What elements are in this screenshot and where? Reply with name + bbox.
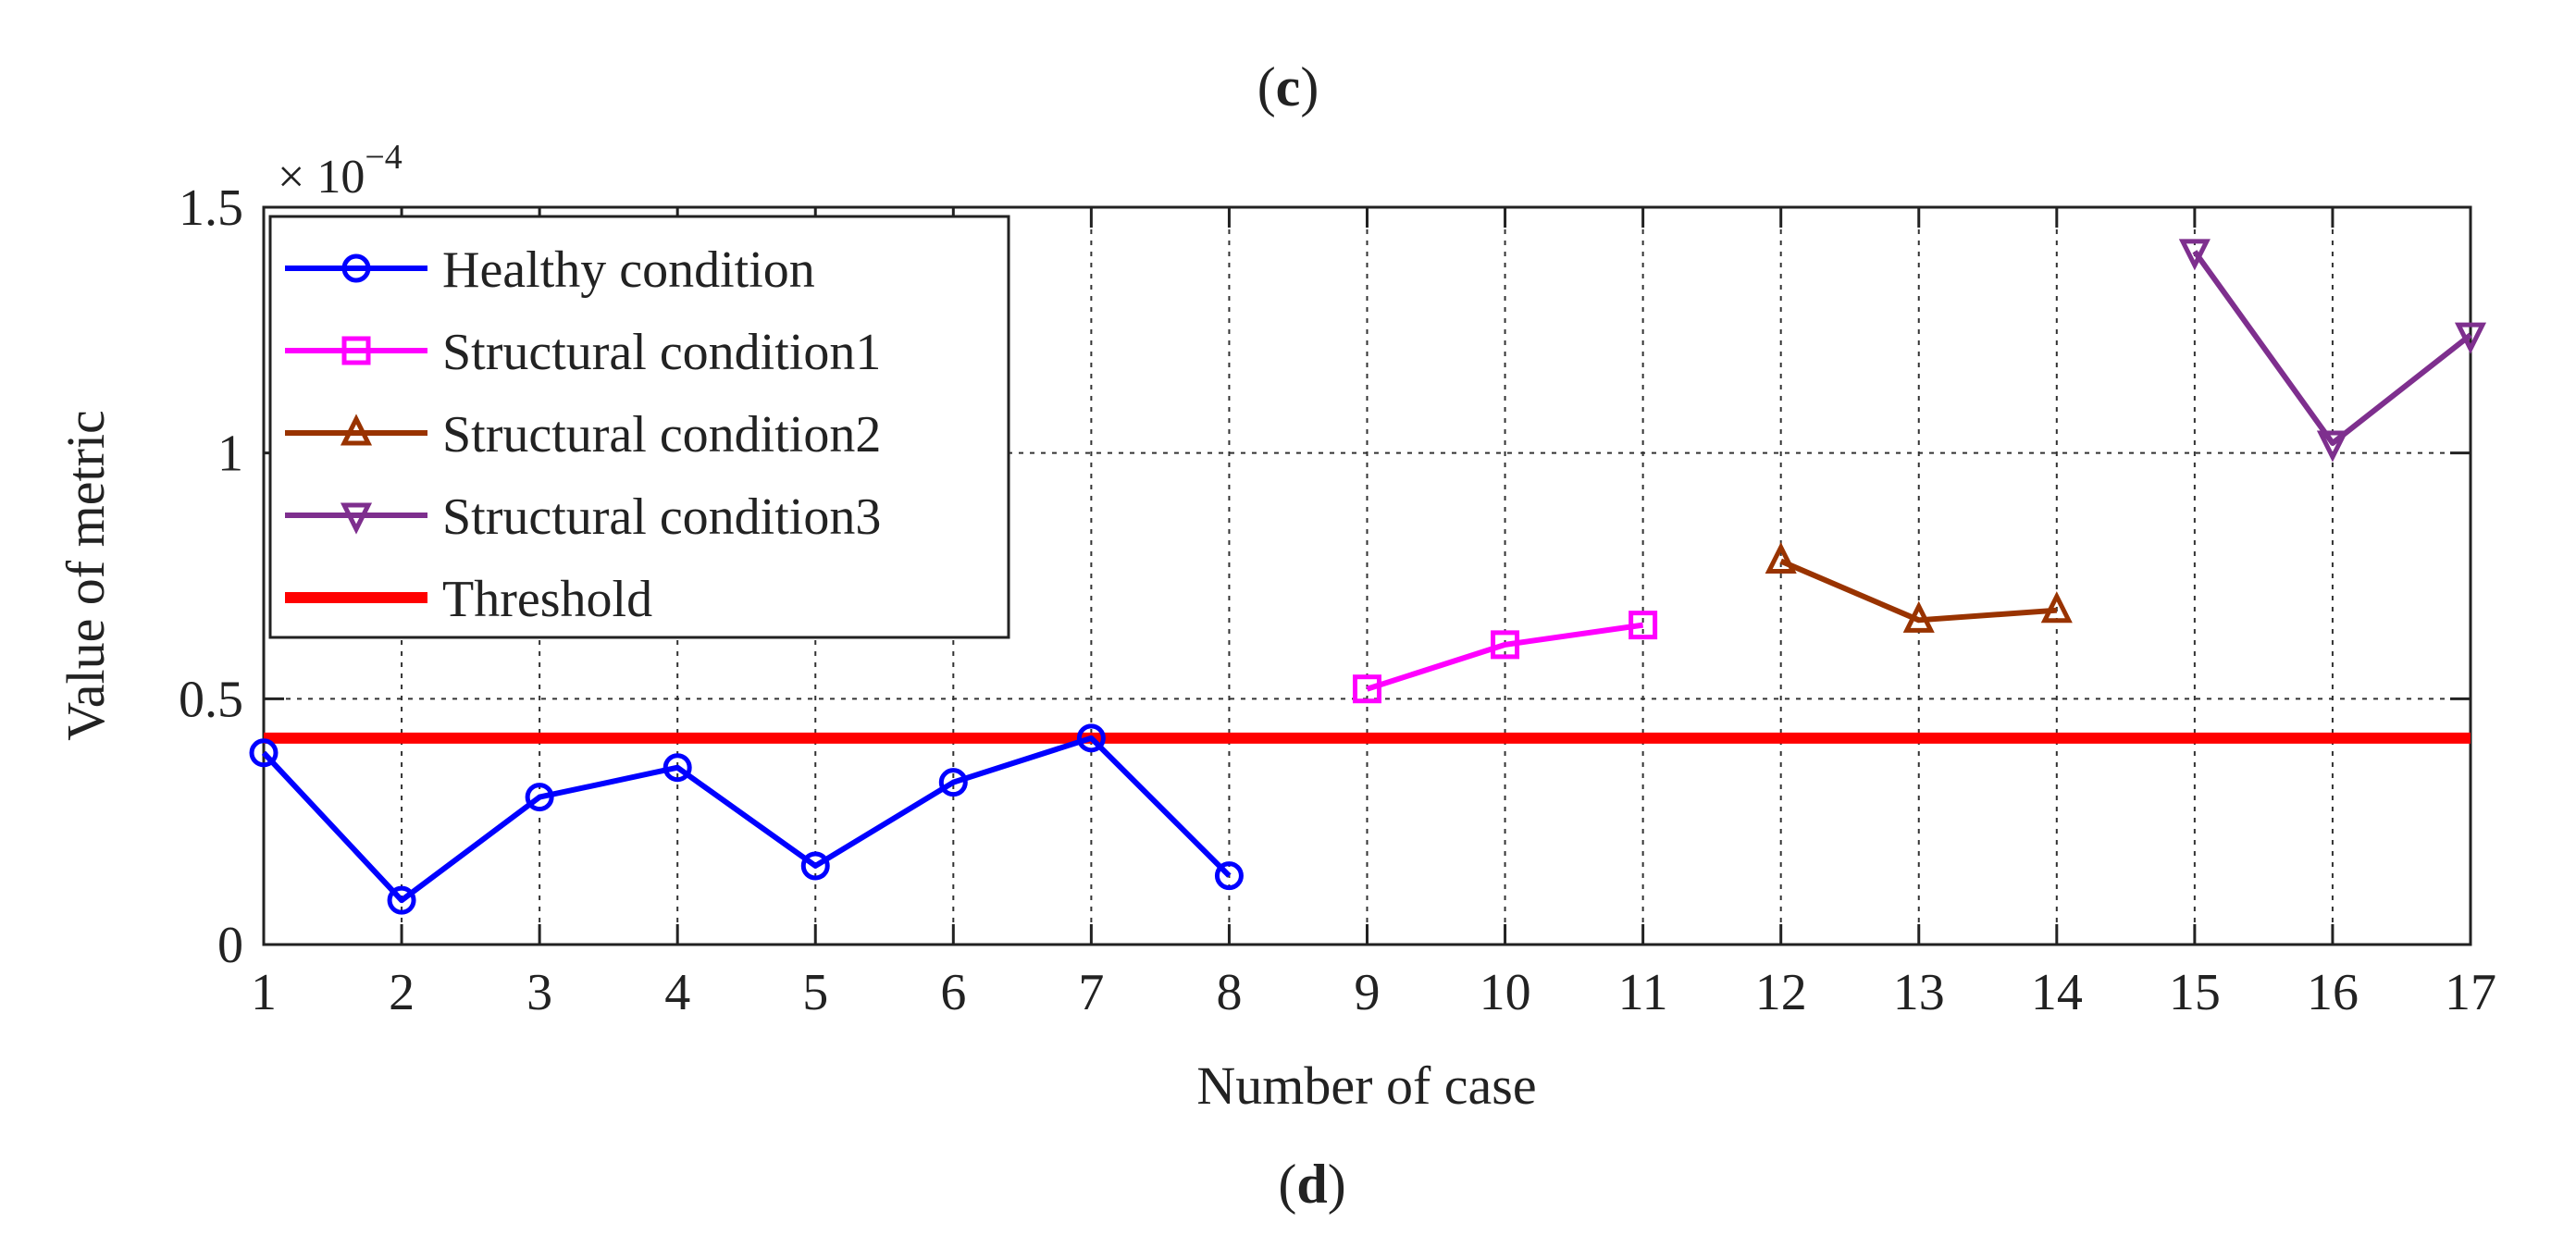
y-axis-label: Value of metric: [56, 410, 116, 741]
series-line-structural1: [1366, 622, 1644, 692]
x-tick-label: 5: [802, 964, 828, 1021]
legend-label: Structural condition2: [442, 406, 881, 463]
y-exponent-label: × 10−4: [278, 138, 402, 204]
series-structural3: [2178, 239, 2487, 463]
data-point-structural2: [1902, 600, 1935, 633]
panel-label-c: (c): [1257, 56, 1319, 117]
data-point-healthy: [1214, 861, 1244, 891]
y-tick-label: 0: [217, 917, 243, 974]
x-tick-label: 16: [2307, 964, 2359, 1021]
legend-box: [268, 215, 1010, 639]
data-point-healthy: [387, 885, 416, 915]
series-structural2: [1765, 541, 2073, 633]
y-tick-label: 1.5: [179, 179, 243, 237]
x-tick-label: 7: [1078, 964, 1104, 1021]
data-point-structural1: [1353, 674, 1381, 704]
x-tick-label: 17: [2445, 964, 2496, 1021]
data-point-structural1: [1629, 611, 1658, 640]
x-tick-label: 3: [526, 964, 552, 1021]
x-tick-label: 6: [940, 964, 966, 1021]
legend-entry-structural1: Structural condition1: [285, 324, 881, 381]
panel-label-c-letter: c: [1276, 56, 1301, 117]
data-point-structural3: [2178, 239, 2211, 271]
legend-swatch-marker: [341, 253, 371, 283]
x-tick-label: 1: [251, 964, 277, 1021]
legend-label: Structural condition3: [442, 488, 881, 546]
panel-label-d: (d): [1278, 1154, 1345, 1215]
panel-label-d-letter: d: [1296, 1154, 1327, 1215]
y-tick-labels: 0 0.5 1 1.5: [179, 179, 243, 974]
x-tick-label: 9: [1355, 964, 1381, 1021]
plot-area-frame: [262, 205, 2472, 946]
series-layer: [249, 239, 2487, 915]
legend-swatch-marker: [340, 502, 373, 535]
data-point-healthy: [1076, 723, 1106, 753]
x-tick-label: 14: [2031, 964, 2083, 1021]
legend-entry-structural3: Structural condition3: [285, 488, 881, 546]
data-point-healthy: [663, 753, 692, 783]
legend: Healthy condition Structural condition1 St…: [268, 215, 1010, 639]
data-point-structural1: [1491, 630, 1520, 660]
x-axis-label: Number of case: [1196, 1056, 1536, 1116]
legend-entry-structural2: Structural condition2: [285, 406, 881, 463]
series-structural1: [1353, 611, 1658, 704]
legend-label: Structural condition1: [442, 324, 881, 381]
data-point-structural2: [1765, 541, 1797, 574]
data-point-structural2: [2040, 591, 2073, 624]
x-tick-label: 11: [1618, 964, 1668, 1021]
legend-label: Healthy condition: [442, 241, 815, 299]
legend-swatch-marker: [340, 414, 373, 446]
y-tick-label: 1: [217, 426, 243, 483]
legend-entry-healthy: Healthy condition: [285, 241, 815, 299]
data-point-structural3: [2316, 430, 2348, 463]
legend-swatch-marker: [341, 336, 371, 365]
y-tick-label: 0.5: [179, 671, 243, 728]
x-tick-label: 4: [664, 964, 690, 1021]
x-tick-label: 15: [2169, 964, 2221, 1021]
x-tick-label: 10: [1480, 964, 1531, 1021]
data-point-healthy: [249, 738, 279, 768]
data-point-healthy: [525, 783, 554, 812]
series-line-structural2: [1779, 558, 2058, 624]
series-line-healthy: [261, 735, 1232, 904]
legend-label: Threshold: [442, 571, 652, 628]
series-healthy: [249, 723, 1244, 915]
x-tick-label: 13: [1893, 964, 1945, 1021]
x-tick-labels: 1 2 3 4 5 6 7 8 9 10 11 12 13 14 15 16 17: [251, 964, 2496, 1021]
series-line-structural3: [2192, 250, 2472, 447]
x-tick-label: 2: [389, 964, 415, 1021]
data-point-structural3: [2454, 322, 2487, 354]
x-tick-label: 8: [1216, 964, 1242, 1021]
legend-entry-threshold: Threshold: [285, 571, 652, 628]
data-point-healthy: [938, 768, 968, 797]
data-point-healthy: [800, 851, 830, 881]
y-exponent-power: −4: [365, 138, 402, 177]
x-tick-label: 12: [1755, 964, 1807, 1021]
